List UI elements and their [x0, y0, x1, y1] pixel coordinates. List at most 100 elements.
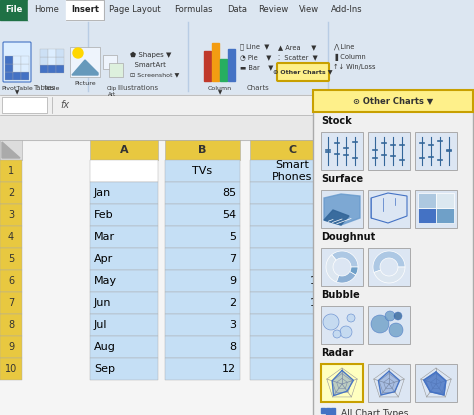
- Polygon shape: [337, 271, 356, 283]
- Bar: [90, 160, 158, 182]
- Polygon shape: [350, 267, 358, 275]
- Bar: [326, 408, 330, 415]
- Circle shape: [323, 314, 339, 330]
- Text: Surface: Surface: [321, 174, 363, 184]
- Bar: [418, 193, 436, 208]
- Text: 81: 81: [317, 320, 331, 330]
- Text: 〜 Line  ▼: 〜 Line ▼: [240, 44, 269, 50]
- Bar: [48, 65, 56, 73]
- Bar: [204, 51, 211, 81]
- Bar: [90, 140, 158, 160]
- Text: D: D: [347, 145, 356, 155]
- Bar: [165, 204, 240, 226]
- Bar: [436, 208, 454, 223]
- Bar: [368, 132, 410, 170]
- Text: 5: 5: [8, 254, 14, 264]
- Text: Stock: Stock: [321, 116, 352, 126]
- Bar: [21, 72, 29, 80]
- FancyBboxPatch shape: [277, 63, 329, 81]
- Polygon shape: [373, 251, 405, 273]
- Text: 3: 3: [8, 210, 14, 220]
- Text: Review: Review: [258, 5, 288, 15]
- Text: 54: 54: [222, 210, 236, 220]
- Text: May: May: [94, 276, 117, 286]
- Bar: [418, 208, 436, 223]
- Bar: [0, 248, 22, 270]
- Text: 69: 69: [317, 364, 331, 374]
- Text: Sep: Sep: [94, 364, 115, 374]
- Bar: [5, 56, 13, 64]
- Bar: [250, 160, 335, 182]
- Bar: [0, 0, 28, 20]
- Text: ⋀ Line: ⋀ Line: [333, 44, 355, 50]
- Text: ⁚  Scatter  ▼: ⁚ Scatter ▼: [278, 54, 318, 60]
- Circle shape: [73, 48, 83, 58]
- Polygon shape: [332, 371, 354, 395]
- Bar: [318, 248, 386, 270]
- Text: Formulas: Formulas: [174, 5, 213, 15]
- Text: fx: fx: [60, 100, 69, 110]
- Bar: [165, 314, 240, 336]
- Bar: [90, 270, 158, 292]
- Bar: [0, 0, 474, 95]
- Bar: [250, 140, 335, 160]
- Text: Page Layout: Page Layout: [109, 5, 161, 15]
- Polygon shape: [378, 371, 400, 395]
- Bar: [165, 248, 240, 270]
- Bar: [66, 0, 104, 20]
- Bar: [0, 204, 22, 226]
- Bar: [250, 226, 335, 248]
- Bar: [5, 72, 13, 80]
- Polygon shape: [72, 60, 98, 75]
- Bar: [165, 160, 240, 182]
- Text: PivotTable: PivotTable: [1, 86, 33, 91]
- Text: View: View: [299, 5, 319, 15]
- Text: ⊙ Other Charts ▼: ⊙ Other Charts ▼: [273, 69, 333, 75]
- Bar: [48, 57, 56, 65]
- Text: 77: 77: [317, 342, 331, 352]
- Text: Feb: Feb: [94, 210, 114, 220]
- Text: 76: 76: [317, 210, 331, 220]
- Text: 4: 4: [375, 254, 382, 264]
- Text: A: A: [120, 145, 128, 155]
- Bar: [318, 140, 386, 160]
- Bar: [318, 292, 386, 314]
- Bar: [104, 0, 166, 20]
- Text: 50: 50: [317, 188, 331, 198]
- Bar: [0, 380, 320, 415]
- Bar: [165, 182, 240, 204]
- Text: Illustrations: Illustrations: [118, 85, 159, 91]
- Bar: [293, 0, 325, 20]
- Bar: [40, 65, 48, 73]
- Bar: [109, 63, 123, 77]
- Bar: [415, 190, 457, 228]
- Bar: [90, 182, 158, 204]
- Bar: [90, 358, 158, 380]
- Bar: [90, 248, 158, 270]
- Text: ▬ Bar    ▼: ▬ Bar ▼: [240, 64, 273, 70]
- Bar: [321, 190, 363, 228]
- Text: 4: 4: [8, 232, 14, 242]
- Bar: [331, 408, 335, 415]
- Text: Add-Ins: Add-Ins: [331, 5, 363, 15]
- Bar: [250, 248, 335, 270]
- Polygon shape: [2, 142, 20, 158]
- Bar: [165, 140, 240, 160]
- Text: Mar: Mar: [94, 232, 115, 242]
- Bar: [220, 59, 227, 81]
- Bar: [313, 90, 473, 415]
- Bar: [90, 314, 158, 336]
- Bar: [318, 314, 386, 336]
- Bar: [0, 358, 22, 380]
- Bar: [325, 0, 369, 20]
- Text: B: B: [198, 145, 207, 155]
- Bar: [318, 182, 386, 204]
- Bar: [321, 132, 363, 170]
- Text: 94: 94: [317, 254, 331, 264]
- Text: Aug: Aug: [94, 342, 116, 352]
- Text: Bubble: Bubble: [321, 290, 360, 300]
- Bar: [318, 270, 386, 292]
- Polygon shape: [374, 267, 405, 283]
- Text: 121: 121: [310, 298, 331, 308]
- Circle shape: [333, 330, 341, 338]
